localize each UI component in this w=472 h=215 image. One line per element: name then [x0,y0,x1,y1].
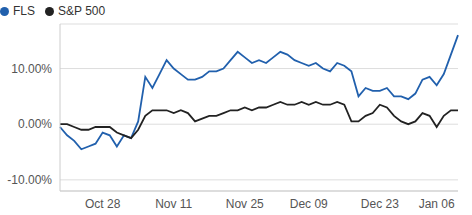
svg-text:-10.00%: -10.00% [8,173,52,187]
html-text:FLS: FLS [13,4,35,18]
svg-text:Jan 06: Jan 06 [419,197,455,211]
svg-text:Dec 23: Dec 23 [361,197,399,211]
svg-text:Oct 28: Oct 28 [85,197,121,211]
html-text:S&P 500: S&P 500 [58,4,106,18]
svg-text:10.00%: 10.00% [11,62,52,76]
svg-text:Nov 11: Nov 11 [155,197,192,211]
svg-text:Nov 25: Nov 25 [226,197,264,211]
svg-text:0.00%: 0.00% [18,117,52,131]
svg-text:Dec 09: Dec 09 [290,197,328,211]
